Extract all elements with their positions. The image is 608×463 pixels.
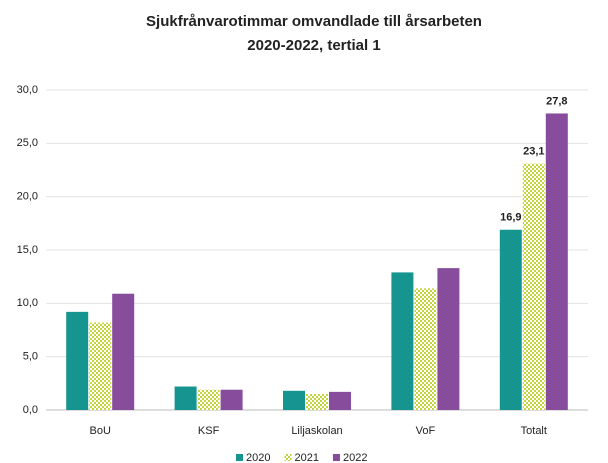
chart-title: Sjukfrånvarotimmar omvandlade till årsar…: [146, 13, 482, 30]
bar: [391, 272, 414, 410]
bar: [414, 288, 437, 410]
y-tick-label: 10,0: [17, 297, 38, 309]
bar: [174, 386, 197, 410]
x-tick-label: Liljaskolan: [291, 425, 342, 437]
y-tick-label: 0,0: [23, 404, 38, 416]
legend-swatch: [236, 454, 243, 461]
legend-label: 2021: [294, 452, 318, 463]
bar: [499, 229, 522, 410]
legend-label: 2020: [246, 452, 270, 463]
bar: [522, 163, 545, 410]
x-tick-label: BoU: [89, 425, 110, 437]
bar: [329, 391, 351, 410]
bar: [306, 394, 328, 410]
legend-swatch: [284, 454, 292, 461]
legend-label: 2022: [343, 452, 367, 463]
value-label: 16,9: [500, 212, 521, 224]
value-label: 23,1: [523, 146, 544, 158]
x-tick-label: KSF: [198, 425, 220, 437]
bar: [220, 389, 243, 410]
bar: [197, 389, 220, 410]
x-tick-label: Totalt: [521, 425, 547, 437]
bar: [66, 311, 89, 410]
chart-title: 2020-2022, tertial 1: [247, 37, 380, 54]
legend-swatch: [332, 454, 340, 461]
value-label: 27,8: [546, 95, 567, 107]
y-tick-label: 5,0: [23, 351, 38, 363]
y-tick-label: 15,0: [17, 244, 38, 256]
y-tick-label: 25,0: [17, 137, 38, 149]
y-tick-label: 30,0: [17, 84, 38, 96]
bar: [283, 390, 305, 410]
bar: [89, 322, 112, 410]
y-tick-label: 20,0: [17, 191, 38, 203]
bar: [112, 293, 135, 410]
bar: [437, 268, 460, 410]
x-tick-label: VoF: [416, 425, 436, 437]
bar: [545, 113, 568, 410]
